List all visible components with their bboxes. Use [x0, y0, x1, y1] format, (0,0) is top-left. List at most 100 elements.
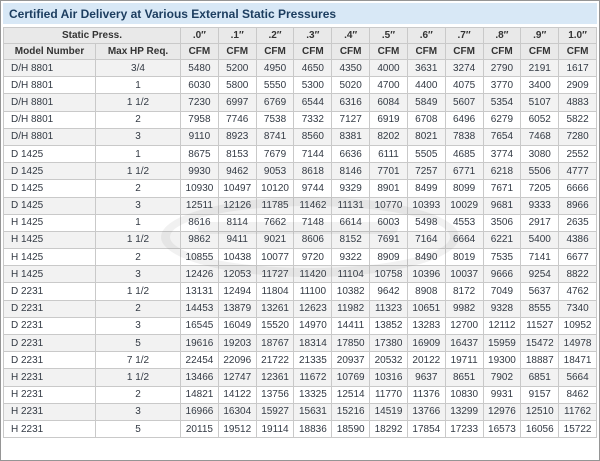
- cfm-value-cell: 20937: [331, 351, 371, 370]
- max-hp-cell: 1 1/2: [94, 230, 182, 250]
- cfm-value-cell: 3506: [482, 213, 522, 232]
- cfm-value-cell: 12112: [482, 316, 522, 336]
- cfm-value-cell: 6614: [331, 213, 371, 232]
- pressure-col-header: .4″: [331, 27, 371, 44]
- cfm-value-cell: 8901: [369, 179, 408, 198]
- cfm-value-cell: 18767: [255, 333, 295, 353]
- model-number-cell: D 2231: [3, 282, 96, 301]
- cfm-value-cell: 10120: [255, 179, 295, 198]
- cfm-unit-header: CFM: [255, 43, 295, 60]
- cfm-value-cell: 14411: [331, 316, 371, 336]
- cfm-value-cell: 5200: [217, 58, 257, 78]
- cfm-value-cell: 7049: [482, 282, 522, 301]
- table-row: D/H 8801 1 1/2 7230 6997 6769 6544 6316 6084 584…: [3, 93, 597, 112]
- cfm-value-cell: 10758: [369, 265, 408, 284]
- cfm-value-cell: 9931: [482, 385, 522, 404]
- cfm-value-cell: 7164: [406, 230, 446, 250]
- cfm-value-cell: 9053: [255, 162, 295, 181]
- model-number-cell: H 1425: [3, 213, 96, 232]
- pressure-col-header: .6″: [406, 27, 446, 44]
- cfm-value-cell: 18292: [369, 419, 408, 439]
- cfm-value-cell: 11727: [255, 265, 295, 284]
- cfm-unit-header: CFM: [482, 43, 522, 60]
- cfm-value-cell: 22454: [180, 351, 219, 370]
- max-hp-cell: 1: [94, 213, 182, 232]
- static-press-header: Static Press.: [2, 27, 182, 44]
- table-row: D 2231 2 14453 13879 13261 12623 11982 11323 106…: [3, 299, 597, 318]
- max-hp-cell: 1 1/2: [94, 368, 182, 387]
- cfm-value-cell: 12514: [331, 385, 371, 404]
- cfm-value-cell: 14970: [293, 316, 333, 336]
- cfm-value-cell: 13261: [255, 299, 295, 318]
- cfm-value-cell: 8616: [180, 213, 219, 232]
- max-hp-cell: 1 1/2: [94, 162, 182, 181]
- cfm-value-cell: 5822: [558, 110, 597, 129]
- cfm-value-cell: 8618: [293, 162, 333, 181]
- cfm-value-cell: 5480: [180, 58, 219, 78]
- cfm-value-cell: 16056: [520, 419, 560, 439]
- cfm-value-cell: 18590: [331, 419, 371, 439]
- cfm-value-cell: 6997: [217, 93, 257, 112]
- cfm-value-cell: 11131: [331, 196, 371, 215]
- model-number-cell: D/H 8801: [3, 76, 96, 95]
- pressure-col-header: .7″: [444, 27, 484, 44]
- cfm-value-cell: 7662: [255, 213, 295, 232]
- cfm-value-cell: 12053: [217, 265, 257, 284]
- cfm-value-cell: 6111: [369, 144, 408, 164]
- cfm-value-cell: 5498: [406, 213, 446, 232]
- cfm-value-cell: 6030: [180, 76, 219, 95]
- cfm-value-cell: 9333: [520, 196, 560, 215]
- cfm-value-cell: 7838: [444, 127, 484, 146]
- cfm-value-cell: 12511: [180, 196, 219, 215]
- model-number-cell: D/H 8801: [3, 58, 96, 78]
- pressure-col-header: .3″: [293, 27, 333, 44]
- cfm-value-cell: 5354: [482, 93, 522, 112]
- cfm-value-cell: 5849: [406, 93, 446, 112]
- cfm-value-cell: 8651: [444, 368, 484, 387]
- table-row: H 2231 3 16966 16304 15927 15631 15216 14519 137…: [3, 402, 597, 421]
- table-row: D 2231 7 1/2 22454 22096 21722 21335 20937 2053…: [3, 351, 597, 370]
- cfm-value-cell: 7144: [293, 144, 333, 164]
- cfm-value-cell: 2635: [558, 213, 597, 232]
- cfm-value-cell: 2909: [558, 76, 597, 95]
- cfm-value-cell: 22096: [217, 351, 257, 370]
- cfm-value-cell: 7280: [558, 127, 597, 146]
- cfm-value-cell: 1617: [558, 58, 597, 78]
- air-delivery-table: Static Press. .0″ .1″ .2″ .3″ .4″ .5″ .6″ .7″ .8…: [2, 27, 597, 439]
- cfm-value-cell: 18887: [520, 351, 560, 370]
- cfm-value-cell: 10830: [444, 385, 484, 404]
- cfm-value-cell: 16304: [217, 402, 257, 421]
- cfm-value-cell: 5506: [520, 162, 560, 181]
- model-number-header: Model Number: [3, 43, 96, 60]
- cfm-value-cell: 6084: [369, 93, 408, 112]
- cfm-value-cell: 6769: [255, 93, 295, 112]
- cfm-value-cell: 6316: [331, 93, 371, 112]
- cfm-value-cell: 12494: [217, 282, 257, 301]
- cfm-value-cell: 8152: [331, 230, 371, 250]
- cfm-value-cell: 6218: [482, 162, 522, 181]
- cfm-value-cell: 10770: [369, 196, 408, 215]
- cfm-value-cell: 6666: [558, 179, 597, 198]
- table-title: Certified Air Delivery at Various Extern…: [3, 3, 597, 24]
- cfm-value-cell: 8909: [369, 248, 408, 267]
- cfm-value-cell: 7679: [255, 144, 295, 164]
- cfm-unit-header: CFM: [180, 43, 219, 60]
- cfm-value-cell: 10651: [406, 299, 446, 318]
- cfm-value-cell: 10029: [444, 196, 484, 215]
- cfm-value-cell: 7127: [331, 110, 371, 129]
- cfm-value-cell: 9720: [293, 248, 333, 267]
- cfm-value-cell: 17380: [369, 333, 408, 353]
- cfm-value-cell: 3080: [520, 144, 560, 164]
- cfm-value-cell: 7958: [180, 110, 219, 129]
- cfm-unit-header: CFM: [331, 43, 371, 60]
- max-hp-cell: 2: [94, 110, 182, 129]
- cfm-value-cell: 8146: [331, 162, 371, 181]
- cfm-value-cell: 12747: [217, 368, 257, 387]
- cfm-value-cell: 8606: [293, 230, 333, 250]
- cfm-unit-header: CFM: [520, 43, 560, 60]
- cfm-value-cell: 21335: [293, 351, 333, 370]
- cfm-value-cell: 11376: [406, 385, 446, 404]
- cfm-value-cell: 10396: [406, 265, 446, 284]
- model-number-cell: D/H 8801: [3, 93, 96, 112]
- cfm-value-cell: 6496: [444, 110, 484, 129]
